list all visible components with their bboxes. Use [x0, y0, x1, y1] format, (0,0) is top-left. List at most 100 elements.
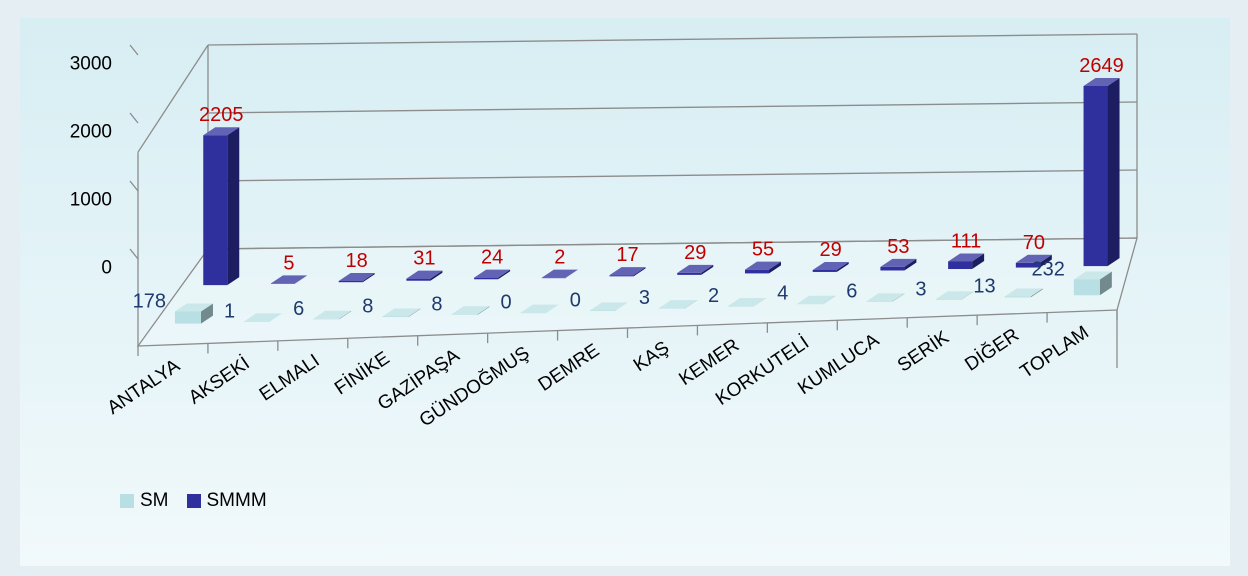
bar-smmm-1 — [270, 283, 295, 284]
bar-smmm-2-side — [362, 272, 375, 283]
bar-sm-1 — [244, 321, 271, 322]
bar-sm-13-side — [1099, 271, 1112, 296]
bar-sm-7-top — [658, 300, 697, 309]
bar-smmm-10-top — [880, 258, 917, 267]
data-label-sm-2: 6 — [293, 298, 304, 320]
bar-sm-13-top — [1073, 271, 1112, 280]
legend-swatch-sm — [120, 494, 134, 508]
bar-sm-9-side — [823, 295, 836, 304]
x-category-label-10: KUMLUCA — [794, 330, 883, 400]
y-tick-label-3000: 3000 — [70, 53, 112, 74]
bar-sm-0 — [174, 311, 201, 324]
bar-sm-1-top — [244, 313, 283, 322]
bar-smmm-4-top — [474, 269, 511, 278]
data-label-smmm-11: 111 — [951, 230, 981, 252]
y-tick-mark-2000 — [129, 112, 139, 124]
data-label-smmm-2: 18 — [346, 250, 368, 272]
bar-sm-2 — [313, 318, 340, 320]
bar-smmm-0-top — [203, 127, 240, 136]
bar-smmm-12-top — [1015, 254, 1052, 263]
bar-smmm-1-side — [294, 275, 307, 284]
bar-sm-4-top — [451, 306, 490, 315]
y-tick-mark-0 — [129, 248, 139, 260]
legend-swatch-smmm — [186, 494, 201, 508]
bar-sm-3-top — [382, 308, 421, 317]
bar-sm-5-top — [520, 304, 559, 313]
bar-smmm-6-side — [633, 267, 646, 277]
bar-smmm-9 — [812, 269, 837, 272]
bar-smmm-6 — [609, 275, 634, 277]
bar-smmm-3 — [406, 278, 431, 281]
bar-smmm-7 — [677, 272, 702, 275]
data-label-smmm-3: 31 — [413, 248, 435, 270]
bar-smmm-10-side — [904, 258, 917, 271]
bar-sm-7 — [658, 308, 685, 309]
data-label-smmm-1: 5 — [283, 252, 294, 274]
bar-sm-12-top — [1004, 288, 1043, 297]
data-label-sm-12: 13 — [973, 276, 995, 298]
bar-smmm-11-side — [972, 253, 985, 270]
data-label-sm-4: 8 — [431, 293, 442, 315]
data-label-sm-11: 3 — [915, 278, 926, 300]
bar-sm-0-top — [174, 303, 213, 312]
bar-smmm-5-top — [541, 269, 578, 278]
data-label-sm-9: 4 — [777, 283, 788, 305]
bar-smmm-0 — [203, 135, 228, 286]
x-category-label-7: KAŞ — [630, 337, 673, 376]
chart-panel: 0 1000 2000 3000 2205 5 18 31 24 2 17 29 55 29 53 111 70… — [20, 18, 1230, 566]
bar-smmm-11 — [948, 261, 973, 270]
bar-sm-11-top — [935, 291, 974, 300]
x-category-label-12: DİĞER — [961, 324, 1023, 376]
legend-item-sm: SM — [120, 490, 169, 512]
data-label-sm-6: 0 — [570, 289, 581, 311]
bar-smmm-10 — [880, 266, 905, 271]
bar-sm-0-side — [200, 303, 213, 324]
x-category-label-11: SERİK — [894, 327, 953, 376]
data-label-smmm-10: 53 — [887, 236, 909, 258]
legend: SM SMMM — [120, 490, 285, 512]
data-label-smmm-6: 17 — [616, 244, 638, 266]
bar-smmm-3-side — [430, 270, 443, 281]
bar-sm-3-side — [408, 308, 421, 318]
gridline-1000 — [207, 169, 1138, 182]
y-tick-label-1000: 1000 — [70, 189, 112, 210]
bar-sm-9 — [797, 303, 824, 305]
bar-sm-8 — [728, 306, 755, 307]
bar-sm-11 — [935, 299, 962, 300]
x-category-label-13: TOPLAM — [1017, 322, 1093, 383]
bar-smmm-12-side — [1039, 254, 1052, 268]
data-label-smmm-9: 29 — [820, 239, 842, 261]
bar-smmm-3-top — [406, 270, 443, 279]
data-label-smmm-12: 70 — [1023, 232, 1045, 254]
bar-smmm-5 — [541, 277, 566, 279]
bar-sm-11-side — [961, 291, 974, 300]
data-label-smmm-0: 2205 — [199, 104, 244, 126]
bar-sm-6-top — [589, 302, 628, 311]
bar-sm-7-side — [684, 300, 697, 309]
bar-smmm-1-top — [270, 275, 307, 284]
bar-smmm-2-top — [338, 272, 375, 281]
bar-sm-12-side — [1030, 288, 1043, 298]
y-tick-label-0: 0 — [101, 257, 112, 278]
x-category-label-0: ANTALYA — [104, 355, 184, 419]
data-label-sm-0: 178 — [133, 290, 166, 312]
legend-label-smmm: SMMM — [206, 490, 267, 511]
data-label-sm-5: 0 — [501, 292, 512, 314]
bar-smmm-8 — [744, 269, 769, 274]
bar-sm-13 — [1073, 279, 1100, 296]
bar-sm-10-side — [892, 293, 905, 302]
bar-sm-1-side — [270, 313, 283, 322]
bar-sm-9-top — [797, 295, 836, 304]
data-label-smmm-13: 2649 — [1079, 55, 1124, 77]
x-category-label-2: ELMALI — [256, 350, 324, 405]
bar-sm-10-top — [866, 293, 905, 302]
gridline-2000 — [207, 101, 1138, 114]
x-category-label-5: GÜNDOĞMUŞ — [415, 342, 533, 432]
data-label-smmm-5: 2 — [554, 247, 565, 269]
bar-sm-6 — [589, 310, 616, 311]
data-label-smmm-7: 29 — [684, 242, 706, 264]
bar-sm-12 — [1004, 296, 1031, 298]
bar-sm-2-top — [313, 310, 352, 319]
data-label-sm-7: 3 — [639, 287, 650, 309]
